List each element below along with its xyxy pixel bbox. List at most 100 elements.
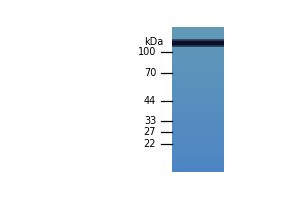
Bar (172, 139, 224, 140)
Bar (172, 121, 224, 122)
Bar (172, 168, 224, 169)
Bar (172, 119, 224, 120)
Bar (172, 81, 224, 82)
Text: kDa: kDa (144, 37, 163, 47)
Bar (172, 124, 224, 125)
Bar (172, 65, 224, 66)
Bar (172, 127, 224, 128)
Bar (172, 41, 224, 45)
Bar (172, 133, 224, 134)
Bar (172, 142, 224, 143)
Bar (172, 160, 224, 161)
Bar (172, 54, 224, 55)
Bar (172, 103, 224, 104)
Bar (172, 69, 224, 70)
Bar (172, 122, 224, 123)
Bar (172, 97, 224, 98)
Bar (172, 138, 224, 139)
Bar (172, 41, 224, 42)
Bar (172, 41, 224, 42)
Bar (172, 147, 224, 148)
Bar (172, 71, 224, 72)
Bar (172, 101, 224, 102)
Bar (172, 171, 224, 172)
Bar (172, 105, 224, 106)
Bar (172, 111, 224, 112)
Bar (172, 52, 224, 53)
Bar (172, 95, 224, 96)
Bar (172, 162, 224, 163)
Bar (172, 151, 224, 152)
Bar (172, 143, 224, 144)
Bar (172, 32, 224, 33)
Bar (172, 99, 224, 100)
Bar (172, 50, 224, 51)
Bar (172, 74, 224, 75)
Bar (172, 154, 224, 155)
Bar (172, 92, 224, 93)
Bar (172, 55, 224, 56)
Bar (172, 125, 224, 126)
Bar (172, 89, 224, 90)
Bar (172, 108, 224, 109)
Bar (172, 78, 224, 79)
Bar (172, 27, 224, 28)
Bar (172, 59, 224, 60)
Bar (172, 164, 224, 165)
Bar (172, 126, 224, 127)
Bar (172, 56, 224, 57)
Bar (172, 73, 224, 74)
Bar (172, 128, 224, 129)
Bar (172, 39, 224, 40)
Bar (172, 29, 224, 30)
Bar (172, 130, 224, 131)
Bar (172, 47, 224, 48)
Bar (172, 76, 224, 77)
Text: 70: 70 (144, 68, 156, 78)
Bar (172, 30, 224, 31)
Text: 33: 33 (144, 116, 156, 126)
Bar (172, 82, 224, 83)
Bar (172, 34, 224, 35)
Bar (172, 31, 224, 32)
Bar (172, 48, 224, 49)
Bar (172, 93, 224, 94)
Bar (172, 42, 224, 43)
Text: 44: 44 (144, 96, 156, 106)
Bar (172, 42, 224, 43)
Text: 100: 100 (138, 47, 156, 57)
Bar (172, 43, 224, 44)
Bar (172, 153, 224, 154)
Bar (172, 146, 224, 147)
Bar (172, 167, 224, 168)
Bar (172, 45, 224, 46)
Bar (172, 145, 224, 146)
Bar (172, 46, 224, 47)
Bar (172, 60, 224, 61)
Bar (172, 104, 224, 105)
Bar (172, 70, 224, 71)
Bar (172, 98, 224, 99)
Bar (172, 155, 224, 156)
Bar (172, 156, 224, 157)
Bar (172, 161, 224, 162)
Bar (172, 148, 224, 149)
Bar (172, 169, 224, 170)
Bar (172, 106, 224, 107)
Bar (172, 88, 224, 89)
Bar (172, 35, 224, 36)
Bar (172, 94, 224, 95)
Bar (172, 107, 224, 108)
Bar (172, 39, 224, 40)
Bar (172, 87, 224, 88)
Bar (172, 43, 224, 44)
Bar (172, 61, 224, 62)
Bar (172, 115, 224, 116)
Bar (172, 75, 224, 76)
Bar (172, 150, 224, 151)
Bar (172, 64, 224, 65)
Bar (172, 68, 224, 69)
Bar (172, 110, 224, 111)
Bar (172, 163, 224, 164)
Bar (172, 80, 224, 81)
